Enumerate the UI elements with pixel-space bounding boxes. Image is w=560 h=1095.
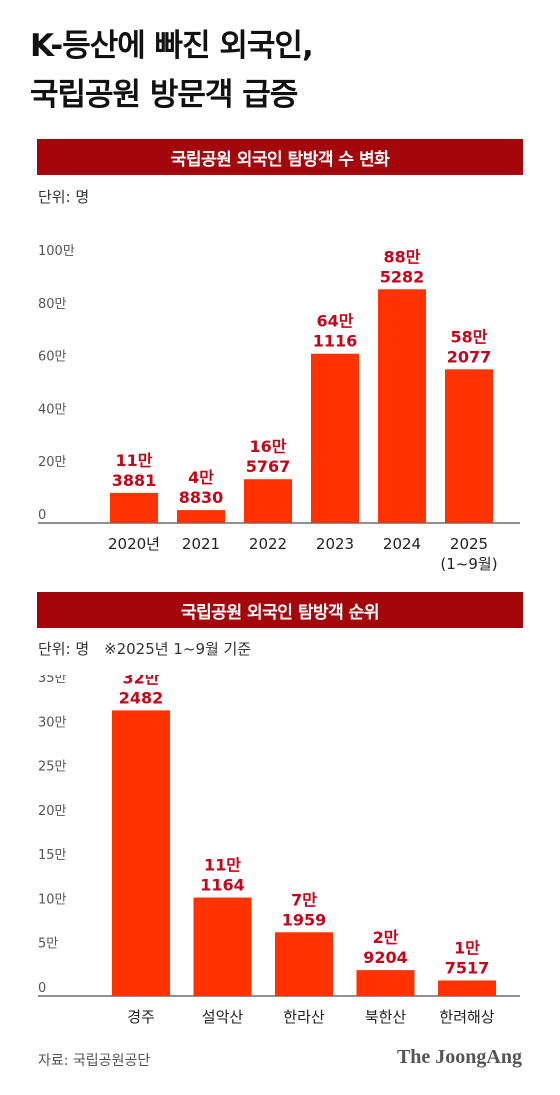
chart2-unit: 단위: 명 ※2025년 1~9월 기준 [38, 638, 261, 659]
bar [177, 510, 225, 523]
bar [311, 353, 359, 523]
bar [112, 710, 170, 996]
y-tick-label: 15만 [38, 848, 67, 863]
bar [244, 479, 292, 523]
data-label: 1116 [313, 332, 358, 351]
data-label: 7만 [291, 890, 317, 909]
chart1-title: 국립공원 외국인 탐방객 수 변화 [37, 139, 523, 175]
data-label: 32만 [123, 675, 160, 687]
chart2-title: 국립공원 외국인 탐방객 순위 [37, 592, 523, 628]
bar [378, 289, 426, 523]
chart1-unit: 단위: 명 [38, 186, 99, 207]
y-tick-label: 5만 [38, 937, 58, 952]
x-tick-label: (1~9월) [440, 555, 497, 573]
data-label: 1만 [454, 938, 480, 957]
data-label: 3881 [112, 471, 157, 490]
y-tick-label: 80만 [38, 297, 67, 312]
bar [275, 932, 333, 996]
x-tick-label: 한라산 [283, 1008, 325, 1026]
x-tick-label: 2020년 [108, 535, 160, 553]
y-tick-label: 60만 [38, 350, 67, 365]
data-label: 2482 [119, 688, 164, 707]
headline-line-1: K-등산에 빠진 외국인, [30, 28, 314, 64]
data-label: 5282 [380, 267, 425, 286]
x-tick-label: 2023 [316, 535, 354, 553]
data-label: 9204 [363, 948, 408, 967]
y-tick-label: 40만 [38, 402, 67, 417]
headline: K-등산에 빠진 외국인, 국립공원 방문객 급증 [30, 22, 530, 120]
headline-line-2: 국립공원 방문객 급증 [30, 77, 298, 113]
chart2-note: ※2025년 1~9월 기준 [104, 640, 252, 658]
x-tick-label: 북한산 [365, 1008, 407, 1026]
data-label: 1959 [282, 910, 327, 929]
bar [193, 897, 252, 996]
bar [438, 980, 496, 996]
y-tick-label: 0 [38, 508, 46, 523]
bar [445, 369, 493, 523]
data-label: 2077 [447, 347, 492, 366]
y-tick-label: 20만 [38, 804, 67, 819]
y-tick-label: 100만 [38, 244, 75, 259]
y-tick-label: 35만 [38, 675, 67, 686]
data-label: 2만 [373, 928, 399, 947]
chart1-unit-text: 단위: 명 [38, 188, 90, 206]
data-label: 16만 [250, 437, 287, 456]
data-label: 1164 [200, 876, 245, 895]
data-label: 64만 [317, 312, 354, 331]
source-note: 자료: 국립공원공단 [38, 1053, 151, 1069]
x-tick-label: 2024 [383, 535, 421, 553]
data-label: 11만 [204, 856, 241, 875]
chart2-unit-text: 단위: 명 [38, 640, 90, 658]
x-tick-label: 2025 [450, 535, 488, 553]
y-tick-label: 30만 [38, 715, 67, 730]
brand-logo: The JoongAng [396, 1046, 522, 1068]
y-tick-label: 25만 [38, 760, 67, 775]
data-label: 5767 [246, 457, 291, 476]
bar [110, 492, 158, 523]
y-tick-label: 0 [38, 981, 46, 996]
bar [356, 970, 415, 996]
x-tick-label: 2021 [182, 535, 220, 553]
data-label: 88만 [384, 247, 421, 266]
y-tick-label: 20만 [38, 455, 67, 470]
data-label: 8830 [179, 488, 224, 507]
x-tick-label: 설악산 [202, 1008, 244, 1026]
data-label: 58만 [451, 327, 488, 346]
data-label: 7517 [445, 958, 490, 977]
x-tick-label: 경주 [127, 1008, 155, 1026]
y-tick-label: 10만 [38, 892, 67, 907]
x-tick-label: 2022 [249, 535, 287, 553]
data-label: 4만 [188, 468, 214, 487]
data-label: 11만 [116, 451, 153, 470]
x-tick-label: 한려해상 [439, 1008, 494, 1026]
